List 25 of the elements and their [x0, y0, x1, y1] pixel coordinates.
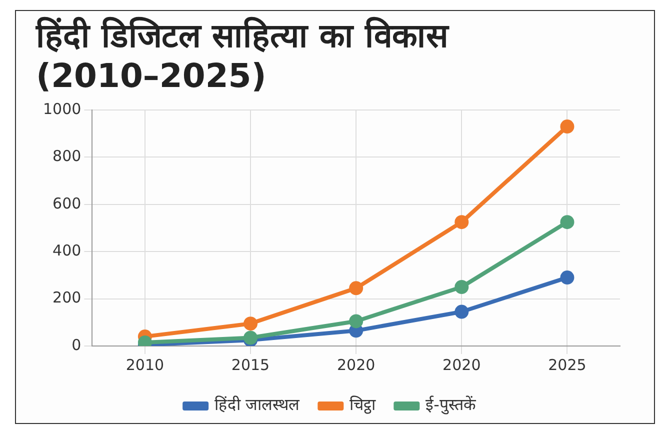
- point: [244, 330, 258, 345]
- point: [454, 304, 469, 319]
- point: [560, 270, 574, 285]
- point: [454, 215, 469, 230]
- y-tick-label: 1000: [42, 100, 82, 118]
- legend-label: चिट्ठा: [350, 395, 377, 414]
- x-tick-label: 2010: [126, 356, 164, 374]
- point: [349, 281, 364, 296]
- legend-label: हिंदी जालस्थल: [214, 395, 301, 414]
- x-tick-label: 2015: [231, 356, 270, 374]
- y-tick-label: 600: [52, 194, 82, 212]
- point: [244, 316, 258, 331]
- x-tick-label: 2020: [442, 356, 481, 374]
- point: [349, 314, 364, 328]
- y-tick-label: 0: [72, 336, 82, 354]
- point: [560, 120, 574, 134]
- x-tick-label: 2025: [548, 356, 586, 374]
- y-tick-label: 400: [52, 241, 82, 260]
- point: [454, 280, 469, 294]
- y-tick-label: 200: [52, 288, 82, 307]
- point: [560, 215, 574, 230]
- legend-label: ई-पुस्तकें: [426, 395, 476, 416]
- y-tick-label: 800: [52, 147, 82, 166]
- x-tick-label: 2020: [336, 356, 376, 374]
- chart-title: हिंदी डिजिटल साहित्या का विकास (2010–2025): [36, 16, 450, 96]
